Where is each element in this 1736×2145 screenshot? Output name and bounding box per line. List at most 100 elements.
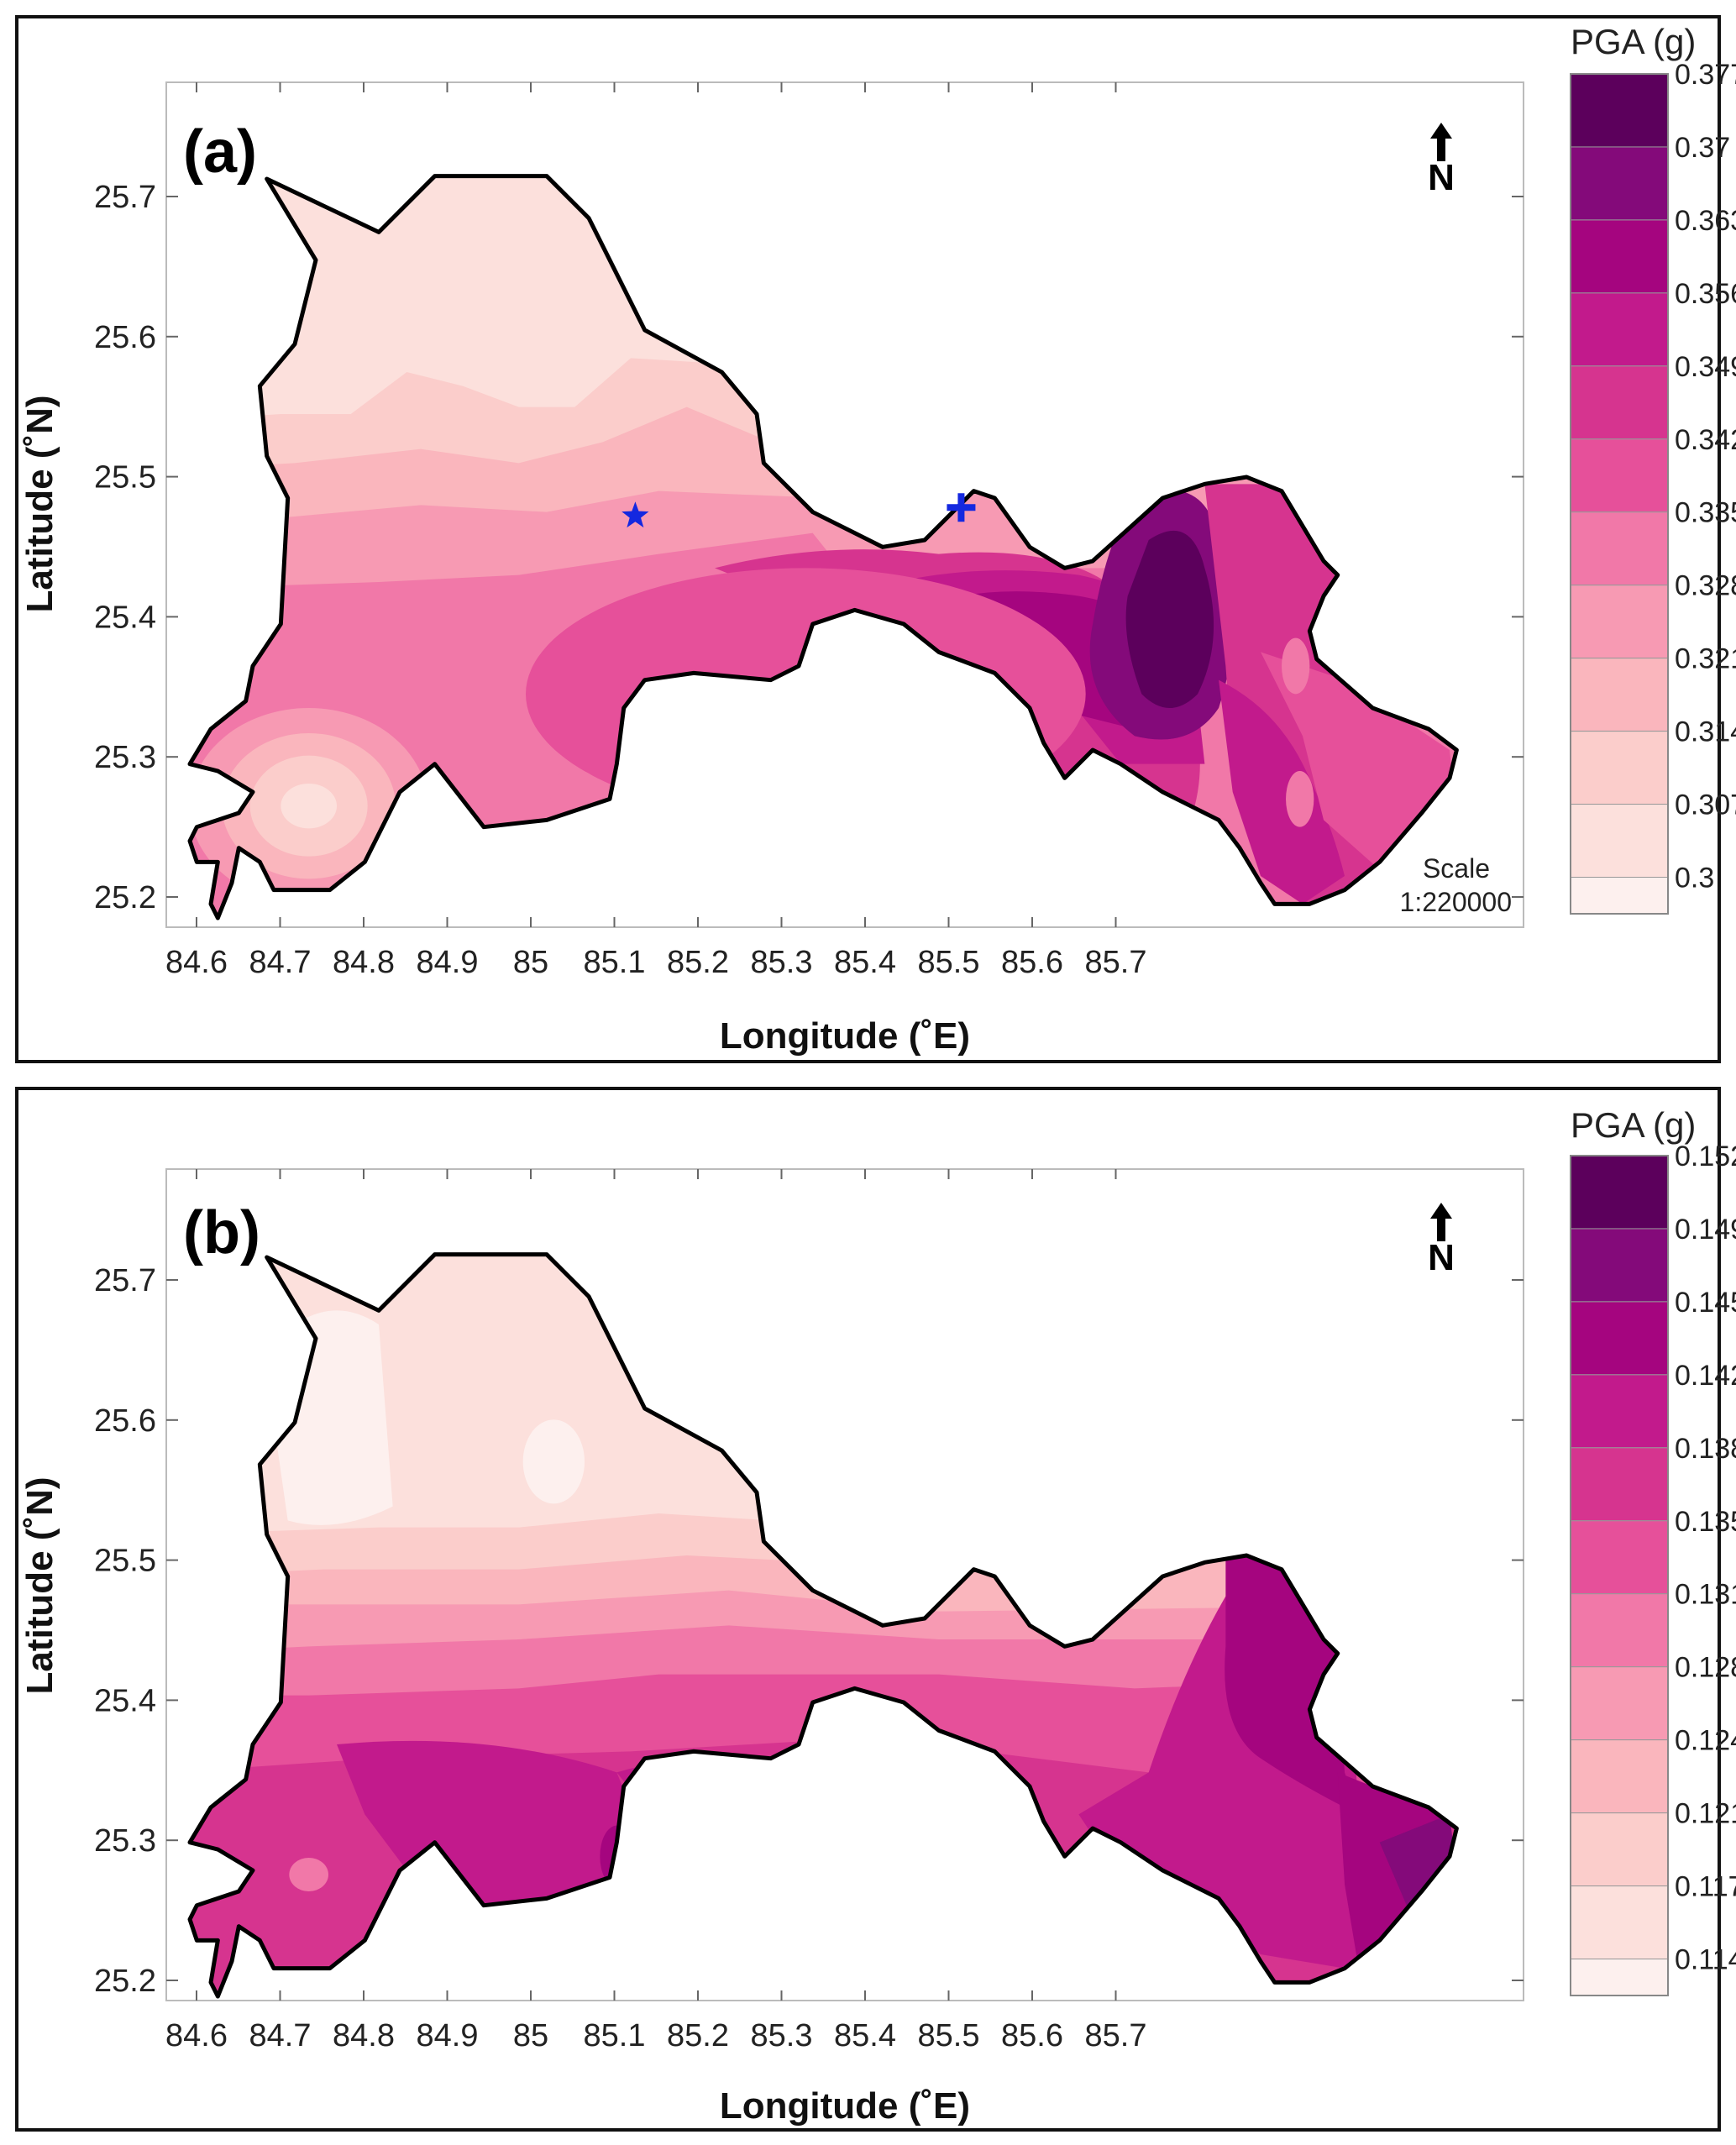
colorbar-label: 0.1385 [1675,1433,1736,1465]
y-tick-label: 25.5 [94,1544,156,1579]
colorbar-swatch [1570,1959,1669,1996]
x-tick-label: 84.7 [249,2018,312,2053]
x-tick-label: 84.8 [333,2018,395,2053]
north-arrow-icon: N [1428,123,1455,198]
colorbar-swatch [1570,292,1669,367]
colorbar-label: 0.1455 [1675,1287,1736,1319]
panel-b-y-axis-title: Latitude (˚N) [19,1476,60,1694]
y-tick-label: 25.7 [94,180,156,215]
x-tick-label: 84.8 [333,945,395,980]
scale-value: 1:220000 [1400,887,1512,917]
y-tick-label: 25.6 [94,1403,156,1439]
x-tick-label: 85.2 [667,945,729,980]
x-tick-label: 85.1 [584,2018,646,2053]
colorbar-swatch [1570,219,1669,294]
x-tick-label: 84.9 [417,945,479,980]
x-tick-label: 85.3 [751,2018,813,2053]
panel-a-y-ticks: 25.2 25.3 25.4 25.5 25.6 25.7 [94,180,1524,915]
panel-a-label: (a) [183,118,257,186]
colorbar-label: 0.142 [1675,1360,1736,1392]
panel-b-x-axis-title: Longitude (˚E) [720,2085,970,2127]
y-tick-label: 25.2 [94,1964,156,1999]
x-tick-label: 85.4 [834,945,896,980]
panel-a-markers [621,493,976,528]
x-tick-label: 84.6 [165,2018,228,2053]
star-marker [621,501,649,528]
colorbar-label: 0.314 [1675,716,1736,748]
colorbar-outline [1570,73,1669,915]
plus-marker [947,493,976,522]
x-tick-label: 85 [513,945,548,980]
x-tick-label: 85.2 [667,2018,729,2053]
colorbar-swatch [1570,1155,1669,1230]
colorbar-label: 0.321 [1675,643,1736,675]
colorbar-label: 0.1525 [1675,1141,1736,1172]
x-tick-label: 85.6 [1001,945,1063,980]
colorbar-swatch [1570,1447,1669,1522]
panel-a-colorbar-title: PGA (g) [1571,22,1696,61]
colorbar-label: 0.1315 [1675,1579,1736,1611]
colorbar-swatch [1570,658,1669,732]
y-tick-label: 25.5 [94,460,156,496]
x-tick-label: 85.4 [834,2018,896,2053]
panel-a-x-ticks: 84.6 84.7 84.8 84.9 85 85.1 85.2 85.3 85.4 85.5 85… [165,82,1146,980]
colorbar-label: 0.37 [1675,132,1730,164]
y-tick-label: 25.6 [94,320,156,355]
colorbar-label: 0.349 [1675,351,1736,383]
colorbar-swatch [1570,585,1669,659]
colorbar-label: 0.335 [1675,497,1736,529]
y-tick-label: 25.3 [94,1823,156,1859]
colorbar-swatch [1570,1812,1669,1887]
panel-b-colorbar-title: PGA (g) [1571,1105,1696,1145]
colorbar-label: 0.135 [1675,1506,1736,1538]
x-tick-label: 85 [513,2018,548,2053]
colorbar-swatch [1570,146,1669,221]
north-arrow-icon: N [1428,1203,1455,1278]
colorbar-label: 0.1175 [1675,1871,1736,1903]
x-tick-label: 84.9 [417,2018,479,2053]
y-tick-label: 25.4 [94,1683,156,1718]
colorbar-label: 0.377 [1675,59,1736,91]
colorbar-label: 0.128 [1675,1652,1736,1684]
x-tick-label: 85.5 [918,2018,980,2053]
svg-text:N: N [1428,1237,1455,1278]
scale-title: Scale [1423,853,1490,884]
panel-a: (a) N Scale 1:220000 84.6 84.7 84.8 84.9 85 8… [15,15,1736,1063]
x-tick-label: 84.6 [165,945,228,980]
colorbar-swatch [1570,1374,1669,1449]
panel-b-y-ticks: 25.2 25.3 25.4 25.5 25.6 25.7 [94,1263,1524,1999]
colorbar-swatch [1570,1885,1669,1960]
x-tick-label: 85.1 [584,945,646,980]
x-tick-label: 85.3 [751,945,813,980]
y-tick-label: 25.4 [94,600,156,635]
colorbar-label: 0.121 [1675,1798,1736,1830]
colorbar-swatch [1570,73,1669,148]
x-tick-label: 85.6 [1001,2018,1063,2053]
y-tick-label: 25.7 [94,1263,156,1298]
y-tick-label: 25.3 [94,740,156,775]
colorbar-label: 0.328 [1675,570,1736,602]
colorbar-outline [1570,1155,1669,1996]
colorbar-swatch [1570,365,1669,440]
svg-text:N: N [1428,157,1455,198]
colorbar-label: 0.1245 [1675,1725,1736,1757]
colorbar-swatch [1570,1228,1669,1303]
colorbar-label: 0.149 [1675,1214,1736,1246]
colorbar-label: 0.307 [1675,789,1736,821]
colorbar-swatch [1570,877,1669,915]
y-tick-label: 25.2 [94,880,156,915]
x-tick-label: 85.7 [1085,2018,1147,2053]
panel-a-y-axis-title: Latitude (˚N) [19,395,60,612]
colorbar-label: 0.342 [1675,424,1736,456]
colorbar-label: 0.363 [1675,205,1736,237]
colorbar-swatch [1570,804,1669,878]
colorbar-swatch [1570,1739,1669,1814]
panel-b-label: (b) [183,1199,260,1267]
x-tick-label: 84.7 [249,945,312,980]
x-tick-label: 85.5 [918,945,980,980]
panel-b-colorbar: 0.1525 0.149 0.1455 0.142 0.1385 0.135 0.1315 0… [1570,1141,1736,1996]
x-tick-label: 85.7 [1085,945,1147,980]
panel-b: (b) N 84.6 84.7 84.8 84.9 85 85.1 85.2 85.3 85.4… [15,1087,1736,2132]
colorbar-label: 0.356 [1675,278,1736,310]
